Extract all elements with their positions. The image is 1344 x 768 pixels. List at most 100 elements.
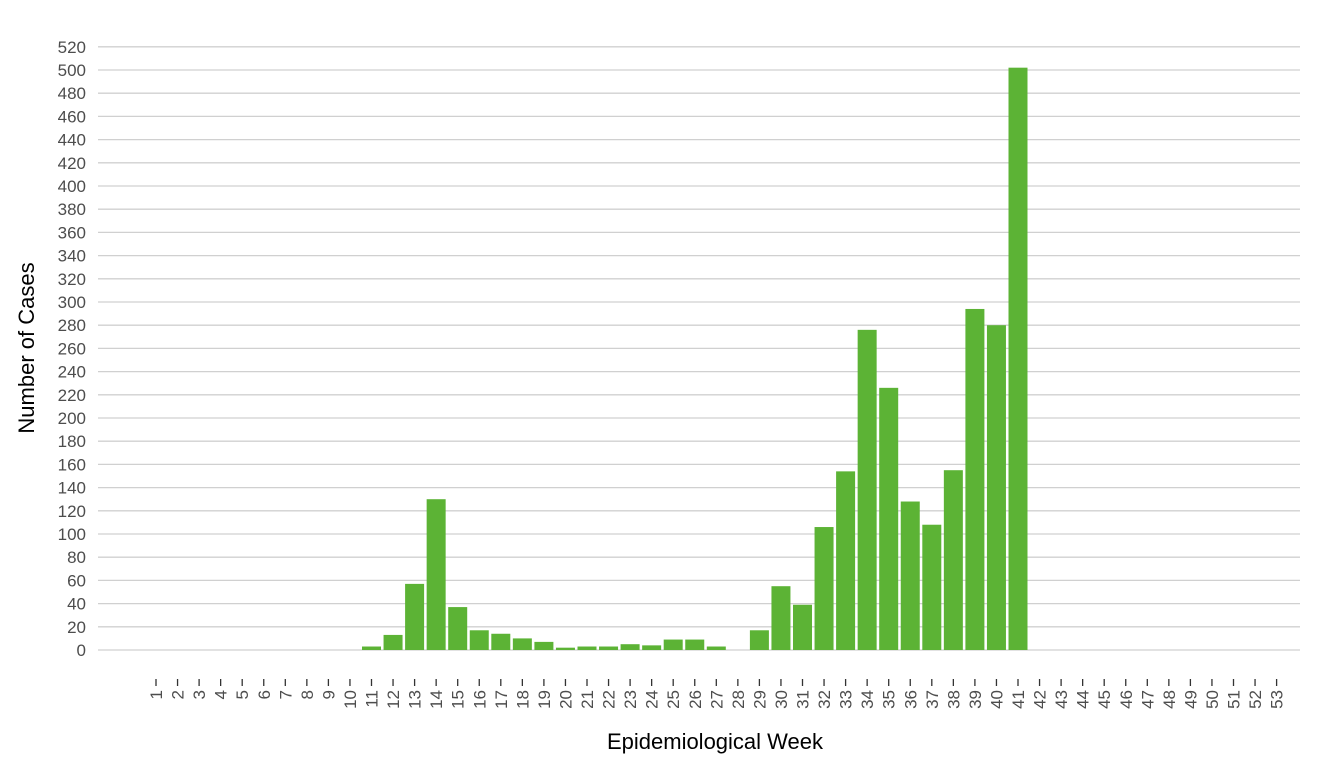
bar-week-27 — [706, 646, 726, 650]
bar-week-34 — [857, 329, 877, 650]
bar-week-29 — [749, 630, 769, 650]
x-tick-label: 53 — [1268, 690, 1287, 709]
x-tick-label: 11 — [363, 690, 382, 708]
bar-week-22 — [599, 646, 619, 650]
y-tick-label: 400 — [58, 177, 86, 196]
x-tick-label: 40 — [987, 690, 1006, 709]
bar-week-23 — [620, 644, 640, 650]
x-tick-label: 27 — [707, 690, 726, 709]
x-tick-label: 24 — [643, 690, 662, 709]
x-tick-label: 15 — [449, 690, 468, 709]
x-tick-label: 25 — [664, 690, 683, 709]
x-tick-label: 43 — [1052, 690, 1071, 709]
y-tick-label: 460 — [58, 107, 86, 126]
gridlines — [98, 46, 1300, 651]
x-tick-label: 10 — [341, 690, 360, 709]
bar-week-30 — [771, 586, 791, 650]
y-axis-ticks: 0 20 40 60 80 100 120 140 160 180 200 220 240 260 280 3… — [58, 38, 86, 660]
x-tick-label: 7 — [276, 690, 295, 699]
x-tick-label: 36 — [901, 690, 920, 709]
x-tick-label: 31 — [794, 690, 813, 709]
y-tick-label: 420 — [58, 154, 86, 173]
x-tick-label: 48 — [1160, 690, 1179, 709]
y-tick-label: 60 — [67, 571, 86, 590]
x-tick-label: 12 — [384, 690, 403, 709]
x-tick-label: 45 — [1095, 690, 1114, 709]
x-tick-label: 20 — [556, 690, 575, 709]
y-tick-label: 40 — [67, 595, 86, 614]
x-tick-label: 9 — [319, 690, 338, 699]
y-tick-label: 20 — [67, 618, 86, 637]
y-tick-label: 340 — [58, 247, 86, 266]
x-tick-label: 44 — [1074, 690, 1093, 709]
bar-week-13 — [405, 583, 425, 650]
y-tick-label: 260 — [58, 339, 86, 358]
x-tick-label: 13 — [406, 690, 425, 709]
x-tick-label: 23 — [621, 690, 640, 709]
x-tick-label: 17 — [492, 690, 511, 709]
y-tick-label: 100 — [58, 525, 86, 544]
bar-week-26 — [685, 639, 705, 650]
x-tick-label: 34 — [858, 690, 877, 709]
x-tick-label: 50 — [1203, 690, 1222, 709]
bar-week-20 — [555, 647, 575, 650]
y-tick-label: 220 — [58, 386, 86, 405]
x-tick-label: 4 — [212, 690, 231, 699]
bar-week-24 — [642, 645, 662, 650]
x-tick-label: 42 — [1031, 690, 1050, 709]
bar-week-11 — [362, 646, 381, 650]
y-tick-label: 120 — [58, 502, 86, 521]
x-tick-label: 30 — [772, 690, 791, 709]
bar-week-19 — [534, 641, 554, 650]
y-tick-label: 320 — [58, 270, 86, 289]
bar-week-37 — [922, 524, 942, 650]
x-tick-label: 5 — [233, 690, 252, 699]
bar-week-25 — [663, 639, 683, 650]
x-tick-label: 38 — [944, 690, 963, 709]
bars — [362, 67, 1028, 651]
x-tick-label: 35 — [880, 690, 899, 709]
bar-week-41 — [1008, 67, 1028, 651]
x-tick-label: 26 — [686, 690, 705, 709]
x-tick-label: 32 — [815, 690, 834, 709]
y-tick-label: 160 — [58, 455, 86, 474]
y-tick-label: 500 — [58, 61, 86, 80]
bar-week-33 — [836, 471, 856, 650]
x-axis-title: Epidemiological Week — [607, 729, 824, 754]
y-tick-label: 80 — [67, 548, 86, 567]
y-tick-label: 180 — [58, 432, 86, 451]
bar-week-16 — [469, 630, 489, 650]
x-tick-label: 3 — [190, 690, 209, 699]
bar-week-15 — [448, 607, 468, 650]
y-tick-label: 200 — [58, 409, 86, 428]
bar-week-17 — [491, 633, 511, 650]
x-tick-label: 49 — [1181, 690, 1200, 709]
bar-week-31 — [793, 604, 812, 650]
y-tick-label: 280 — [58, 316, 86, 335]
x-tick-label: 22 — [600, 690, 619, 709]
x-tick-label: 18 — [513, 690, 532, 709]
x-tick-label: 33 — [837, 690, 856, 709]
bar-week-38 — [943, 470, 963, 650]
bar-week-35 — [879, 387, 899, 650]
x-tick-label: 6 — [255, 690, 274, 699]
x-tick-label: 19 — [535, 690, 554, 709]
x-tick-label: 21 — [578, 690, 597, 709]
x-tick-label: 46 — [1117, 690, 1136, 709]
bar-week-12 — [383, 634, 403, 650]
y-axis-title: Number of Cases — [14, 262, 39, 433]
x-tick-label: 47 — [1138, 690, 1157, 709]
x-tick-label: 41 — [1009, 690, 1028, 709]
x-tick-label: 2 — [169, 690, 188, 699]
x-tick-label: 16 — [470, 690, 489, 709]
bar-week-18 — [512, 638, 532, 650]
y-tick-label: 360 — [58, 223, 86, 242]
bar-week-40 — [986, 325, 1006, 650]
y-tick-label: 520 — [58, 38, 86, 57]
x-axis-ticks: 1 2 3 4 5 6 7 8 9 10 11 12 13 14 15 16 17 18 19 20 21 22 23 24 2… — [147, 679, 1287, 709]
bar-week-32 — [814, 527, 834, 650]
x-tick-label: 14 — [427, 690, 446, 709]
x-tick-label: 51 — [1225, 690, 1244, 709]
y-tick-label: 440 — [58, 131, 86, 150]
